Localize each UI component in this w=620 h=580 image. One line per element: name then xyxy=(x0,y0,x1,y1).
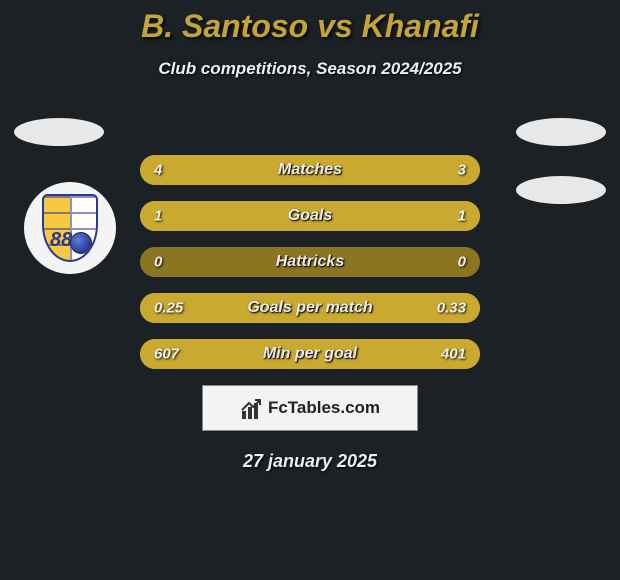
date-label: 27 january 2025 xyxy=(0,451,620,472)
stat-row: 4Matches3 xyxy=(140,155,480,185)
bars-chart-icon xyxy=(240,397,262,419)
stat-label: Goals per match xyxy=(140,299,480,317)
stat-label: Matches xyxy=(140,161,480,179)
stat-label: Min per goal xyxy=(140,345,480,363)
club-shield-icon: 88 xyxy=(42,194,98,262)
stat-value-right: 1 xyxy=(458,208,466,225)
stat-value-right: 3 xyxy=(458,162,466,179)
stat-label: Goals xyxy=(140,207,480,225)
club-badge-right xyxy=(516,176,606,204)
avatar-placeholder-icon xyxy=(516,118,606,146)
avatar-placeholder-icon xyxy=(516,176,606,204)
soccer-ball-icon xyxy=(70,232,92,254)
page-title: B. Santoso vs Khanafi xyxy=(0,8,620,45)
stat-row: 607Min per goal401 xyxy=(140,339,480,369)
stat-row: 0Hattricks0 xyxy=(140,247,480,277)
brand-badge: FcTables.com xyxy=(202,385,418,431)
stat-label: Hattricks xyxy=(140,253,480,271)
player-right-avatar xyxy=(516,118,606,146)
player-left-avatar xyxy=(14,118,104,146)
stat-value-right: 0.33 xyxy=(437,300,466,317)
subtitle: Club competitions, Season 2024/2025 xyxy=(0,59,620,79)
shield-number: 88 xyxy=(50,229,72,252)
stat-value-right: 0 xyxy=(458,254,466,271)
avatar-placeholder-icon xyxy=(14,118,104,146)
stat-value-right: 401 xyxy=(441,346,466,363)
club-badge-left: 88 xyxy=(24,182,116,274)
stat-row: 0.25Goals per match0.33 xyxy=(140,293,480,323)
brand-name: FcTables.com xyxy=(268,398,380,418)
stat-row: 1Goals1 xyxy=(140,201,480,231)
